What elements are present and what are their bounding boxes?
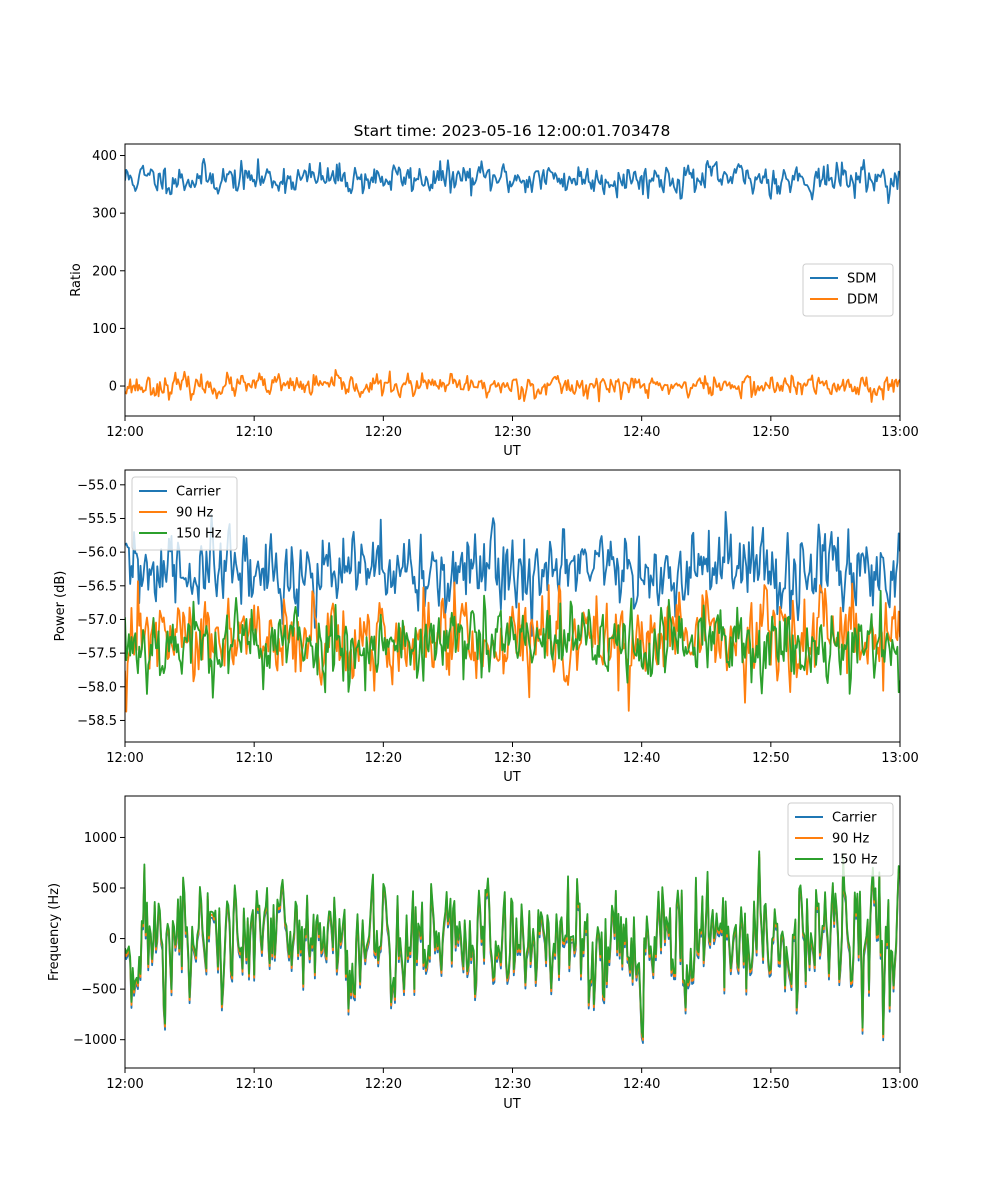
legend-label: 90 Hz xyxy=(832,832,869,847)
x-tick-label: 12:10 xyxy=(235,751,272,766)
y-tick-label: 400 xyxy=(92,149,117,164)
legend-label: SDM xyxy=(847,272,876,287)
x-tick-label: 12:40 xyxy=(623,425,660,440)
y-tick-label: −57.0 xyxy=(77,613,117,628)
x-tick-label: 13:00 xyxy=(881,1077,918,1092)
x-tick-label: 13:00 xyxy=(881,751,918,766)
ratio-panel: Start time: 2023-05-16 12:00:01.703478 1… xyxy=(69,122,919,459)
x-tick-label: 12:00 xyxy=(106,1077,143,1092)
y-tick-label: −58.0 xyxy=(77,680,117,695)
series-line-sdm xyxy=(125,158,900,205)
y-tick-label: −57.5 xyxy=(77,647,117,662)
y-tick-label: 200 xyxy=(92,264,117,279)
x-tick-label: 12:50 xyxy=(752,751,789,766)
legend-label: 90 Hz xyxy=(176,506,213,521)
x-tick-label: 12:20 xyxy=(365,1077,402,1092)
y-tick-label: −500 xyxy=(81,983,117,998)
y-tick-label: −55.0 xyxy=(77,478,117,493)
legend-label: Carrier xyxy=(832,811,877,826)
y-tick-label: 300 xyxy=(92,207,117,222)
x-tick-label: 12:10 xyxy=(235,1077,272,1092)
x-axis-label: UT xyxy=(503,770,521,785)
series-line-ddm xyxy=(125,369,900,403)
x-tick-label: 12:40 xyxy=(623,1077,660,1092)
legend-label: Carrier xyxy=(176,485,221,500)
x-tick-label: 12:00 xyxy=(106,425,143,440)
y-axis-label: Ratio xyxy=(69,263,84,296)
chart-title: Start time: 2023-05-16 12:00:01.703478 xyxy=(354,122,671,140)
x-axis-label: UT xyxy=(503,1097,521,1112)
x-tick-label: 12:20 xyxy=(365,751,402,766)
series-line-150-hz xyxy=(125,589,900,699)
legend-label: 150 Hz xyxy=(176,527,222,542)
x-tick-label: 12:00 xyxy=(106,751,143,766)
x-tick-label: 12:30 xyxy=(494,751,531,766)
y-tick-label: −55.5 xyxy=(77,512,117,527)
series-line-90-hz xyxy=(125,580,900,713)
y-tick-label: −58.5 xyxy=(77,714,117,729)
y-axis-label: Power (dB) xyxy=(53,571,68,642)
y-tick-label: 1000 xyxy=(84,831,117,846)
y-axis-label: Frequency (Hz) xyxy=(47,883,62,981)
x-tick-label: 12:50 xyxy=(752,1077,789,1092)
legend-box xyxy=(131,476,238,551)
y-tick-label: −1000 xyxy=(73,1033,117,1048)
frequency-panel: 12:00 12:10 12:20 12:30 12:40 12:50 13:00 −100… xyxy=(47,795,919,1112)
y-tick-label: 0 xyxy=(109,932,117,947)
x-tick-label: 12:50 xyxy=(752,425,789,440)
x-axis-label: UT xyxy=(503,444,521,459)
series-line-150-hz xyxy=(125,850,900,1038)
x-tick-label: 12:30 xyxy=(494,1077,531,1092)
y-tick-label: −56.0 xyxy=(77,546,117,561)
x-tick-label: 13:00 xyxy=(881,425,918,440)
power-panel: 12:00 12:10 12:20 12:30 12:40 12:50 13:00 −58.… xyxy=(53,469,919,785)
series-line-carrier xyxy=(125,511,900,637)
y-tick-label: 0 xyxy=(109,380,117,395)
y-tick-label: 500 xyxy=(92,882,117,897)
y-tick-label: −56.5 xyxy=(77,579,117,594)
legend-label: 150 Hz xyxy=(832,853,878,868)
y-tick-label: 100 xyxy=(92,322,117,337)
legend-label: DDM xyxy=(847,293,878,308)
x-tick-label: 12:40 xyxy=(623,751,660,766)
x-tick-label: 12:10 xyxy=(235,425,272,440)
x-tick-label: 12:30 xyxy=(494,425,531,440)
legend-box xyxy=(787,802,894,877)
x-tick-label: 12:20 xyxy=(365,425,402,440)
